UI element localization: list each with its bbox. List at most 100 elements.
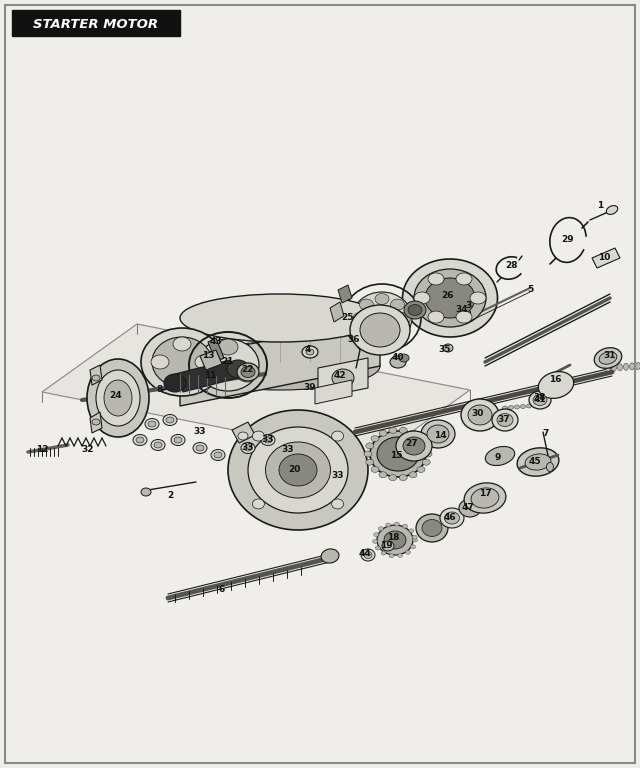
Text: 47: 47 xyxy=(461,502,474,511)
Ellipse shape xyxy=(485,446,515,465)
Ellipse shape xyxy=(409,472,417,478)
Ellipse shape xyxy=(180,294,380,342)
Ellipse shape xyxy=(547,462,554,472)
Ellipse shape xyxy=(464,483,506,513)
Text: 28: 28 xyxy=(506,260,518,270)
Ellipse shape xyxy=(403,259,497,337)
Ellipse shape xyxy=(145,419,159,429)
Text: 7: 7 xyxy=(543,429,549,439)
Ellipse shape xyxy=(394,522,399,526)
Ellipse shape xyxy=(87,359,149,437)
Text: 33: 33 xyxy=(194,428,206,436)
Ellipse shape xyxy=(529,391,551,409)
Ellipse shape xyxy=(405,550,410,554)
Text: 20: 20 xyxy=(288,465,300,475)
Ellipse shape xyxy=(332,499,344,509)
Ellipse shape xyxy=(404,301,426,319)
Ellipse shape xyxy=(502,406,508,410)
Ellipse shape xyxy=(136,437,144,443)
Ellipse shape xyxy=(422,443,430,449)
Ellipse shape xyxy=(538,372,573,399)
Text: 42: 42 xyxy=(333,370,346,379)
Ellipse shape xyxy=(166,417,174,423)
Text: 8: 8 xyxy=(157,386,163,395)
Polygon shape xyxy=(318,358,368,398)
Ellipse shape xyxy=(238,432,248,440)
Ellipse shape xyxy=(390,326,404,337)
Ellipse shape xyxy=(377,525,413,555)
Ellipse shape xyxy=(163,415,177,425)
Ellipse shape xyxy=(425,278,475,318)
Ellipse shape xyxy=(403,524,408,528)
Ellipse shape xyxy=(375,332,389,343)
Ellipse shape xyxy=(388,475,397,481)
Ellipse shape xyxy=(403,437,425,455)
Text: 37: 37 xyxy=(498,415,510,425)
Ellipse shape xyxy=(379,472,387,478)
Ellipse shape xyxy=(461,399,499,431)
Ellipse shape xyxy=(445,512,460,524)
Ellipse shape xyxy=(468,405,492,425)
Ellipse shape xyxy=(517,448,559,476)
Text: 35: 35 xyxy=(439,345,451,353)
Text: 14: 14 xyxy=(434,431,446,439)
Ellipse shape xyxy=(636,362,640,369)
Text: 15: 15 xyxy=(390,451,403,459)
Ellipse shape xyxy=(241,442,255,453)
Ellipse shape xyxy=(411,545,415,549)
Ellipse shape xyxy=(174,437,182,443)
Text: 17: 17 xyxy=(479,489,492,498)
Polygon shape xyxy=(180,318,380,406)
Ellipse shape xyxy=(148,421,156,427)
Ellipse shape xyxy=(427,425,449,443)
Ellipse shape xyxy=(384,531,406,549)
Ellipse shape xyxy=(366,459,374,465)
Ellipse shape xyxy=(424,451,432,457)
Ellipse shape xyxy=(252,499,264,509)
Ellipse shape xyxy=(92,375,100,381)
Text: 30: 30 xyxy=(472,409,484,419)
Ellipse shape xyxy=(364,451,372,457)
Ellipse shape xyxy=(509,406,513,409)
Ellipse shape xyxy=(353,313,367,323)
Text: 3: 3 xyxy=(465,300,471,310)
Ellipse shape xyxy=(371,466,379,472)
Ellipse shape xyxy=(456,273,472,285)
Text: 36: 36 xyxy=(348,336,360,345)
Ellipse shape xyxy=(141,488,151,496)
Ellipse shape xyxy=(241,366,255,378)
Ellipse shape xyxy=(456,311,472,323)
Ellipse shape xyxy=(397,313,411,323)
Ellipse shape xyxy=(173,337,191,351)
Ellipse shape xyxy=(196,445,204,451)
Ellipse shape xyxy=(211,449,225,461)
Polygon shape xyxy=(338,285,352,303)
Ellipse shape xyxy=(374,532,379,537)
Ellipse shape xyxy=(538,403,543,407)
Text: 25: 25 xyxy=(342,313,355,323)
Ellipse shape xyxy=(302,346,318,358)
Ellipse shape xyxy=(214,452,222,458)
Ellipse shape xyxy=(470,292,486,304)
Ellipse shape xyxy=(409,430,417,436)
Ellipse shape xyxy=(417,435,425,442)
Text: 11: 11 xyxy=(204,370,216,379)
Text: 1: 1 xyxy=(597,200,603,210)
Ellipse shape xyxy=(533,395,547,406)
Ellipse shape xyxy=(371,435,379,442)
Text: 40: 40 xyxy=(392,353,404,362)
Ellipse shape xyxy=(173,373,191,387)
Ellipse shape xyxy=(151,355,169,369)
Text: 34: 34 xyxy=(456,306,468,315)
Ellipse shape xyxy=(396,431,432,461)
Text: 26: 26 xyxy=(442,292,454,300)
Ellipse shape xyxy=(388,427,397,433)
Ellipse shape xyxy=(370,431,426,477)
Ellipse shape xyxy=(611,364,616,371)
Polygon shape xyxy=(315,380,352,404)
Ellipse shape xyxy=(366,443,374,449)
Ellipse shape xyxy=(606,206,618,214)
Text: 29: 29 xyxy=(562,236,574,244)
Ellipse shape xyxy=(352,292,412,344)
Text: 38: 38 xyxy=(534,393,547,402)
